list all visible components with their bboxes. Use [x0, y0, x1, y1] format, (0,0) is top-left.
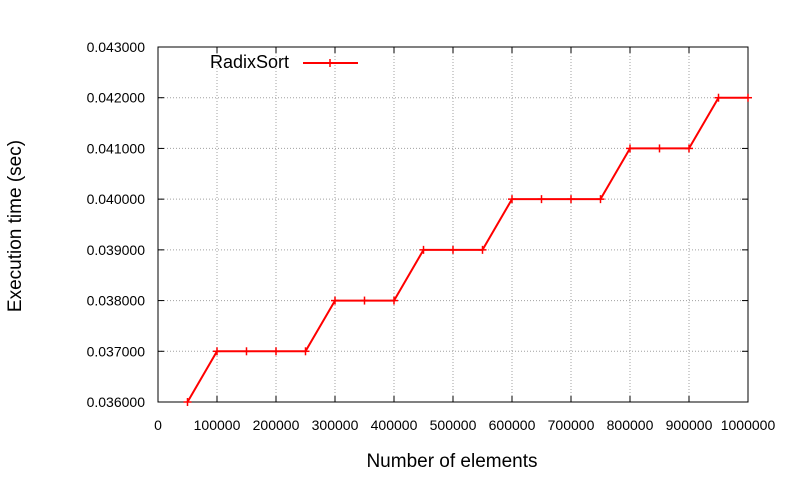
data-point: [213, 347, 221, 356]
data-point: [360, 296, 369, 305]
legend-marker: [326, 59, 334, 67]
x-tick-label: 600000: [489, 417, 536, 433]
legend: RadixSort: [210, 52, 358, 72]
data-point: [478, 245, 487, 254]
data-point: [744, 93, 752, 102]
x-tick-label: 400000: [371, 417, 418, 433]
axis-ticks: 0 100000 200000 300000 400000 500000 600000 700…: [87, 39, 776, 433]
data-point: [272, 347, 280, 356]
data-point: [508, 195, 516, 204]
x-axis-label: Number of elements: [366, 451, 537, 472]
x-tick-label: 200000: [253, 417, 300, 433]
y-tick-label: 0.041000: [87, 140, 146, 156]
data-point: [714, 93, 723, 102]
data-point: [567, 195, 575, 204]
legend-label: RadixSort: [210, 52, 289, 72]
data-point: [419, 245, 428, 254]
data-point: [449, 245, 457, 254]
x-tick-label: 500000: [430, 417, 477, 433]
y-tick-label: 0.042000: [87, 90, 146, 106]
data-point: [390, 296, 398, 305]
data-point: [596, 195, 605, 204]
data-point: [301, 347, 310, 356]
y-tick-label: 0.040000: [87, 191, 146, 207]
series-layer: [183, 93, 752, 406]
data-point: [242, 347, 251, 356]
data-point: [626, 144, 634, 153]
x-tick-label: 700000: [548, 417, 595, 433]
data-point: [685, 144, 693, 153]
x-tick-label: 100000: [194, 417, 241, 433]
y-tick-label: 0.037000: [87, 343, 146, 359]
x-tick-label: 300000: [312, 417, 359, 433]
series-line: [186, 96, 748, 403]
data-point: [655, 144, 664, 153]
y-tick-label: 0.038000: [87, 293, 146, 309]
legend-plus-marker: [326, 59, 334, 67]
y-tick-label: 0.036000: [87, 394, 146, 410]
x-tick-label: 0: [154, 417, 162, 433]
data-point: [331, 296, 339, 305]
y-tick-label: 0.043000: [87, 39, 146, 55]
data-point: [183, 398, 192, 406]
y-axis-label: Execution time (sec): [5, 140, 26, 312]
x-tick-label: 800000: [607, 417, 654, 433]
y-tick-label: 0.039000: [87, 242, 146, 258]
data-point: [537, 195, 546, 204]
x-tick-label: 1000000: [721, 417, 776, 433]
x-tick-label: 900000: [666, 417, 713, 433]
